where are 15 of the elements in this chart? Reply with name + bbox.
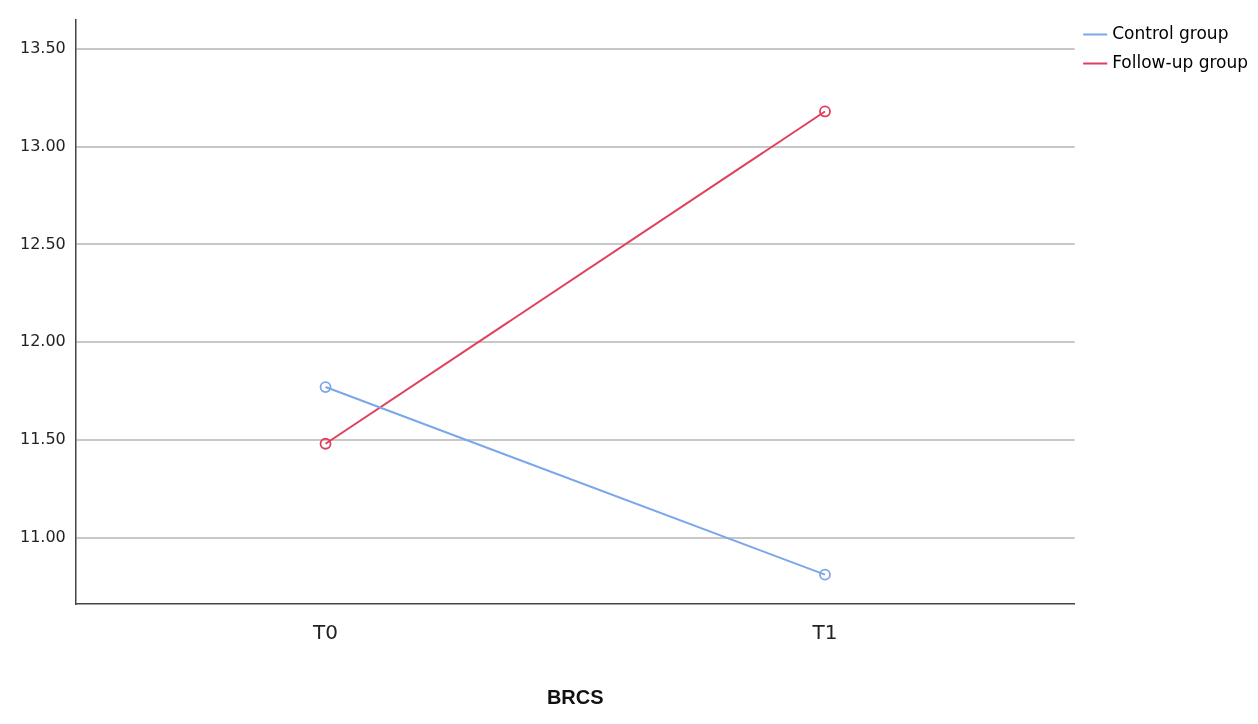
legend-label: Control group (1112, 22, 1229, 43)
y-tick-label: 13.50 (19, 38, 66, 58)
x-axis-title: BRCS (546, 685, 604, 708)
y-tick-label: 11.50 (19, 428, 66, 448)
y-tick-label: 12.00 (19, 331, 66, 351)
x-tick-label: T1 (811, 620, 838, 645)
point (819, 105, 831, 118)
point (319, 381, 332, 393)
y-tick-label: 12.50 (19, 233, 66, 253)
point (819, 568, 831, 581)
legend-label: Follow-up group (1112, 51, 1249, 72)
y-tick-label: 13.00 (19, 135, 66, 155)
y-tick-label: 11.00 (19, 526, 66, 546)
x-tick-label: T0 (312, 620, 338, 645)
point (319, 437, 332, 450)
